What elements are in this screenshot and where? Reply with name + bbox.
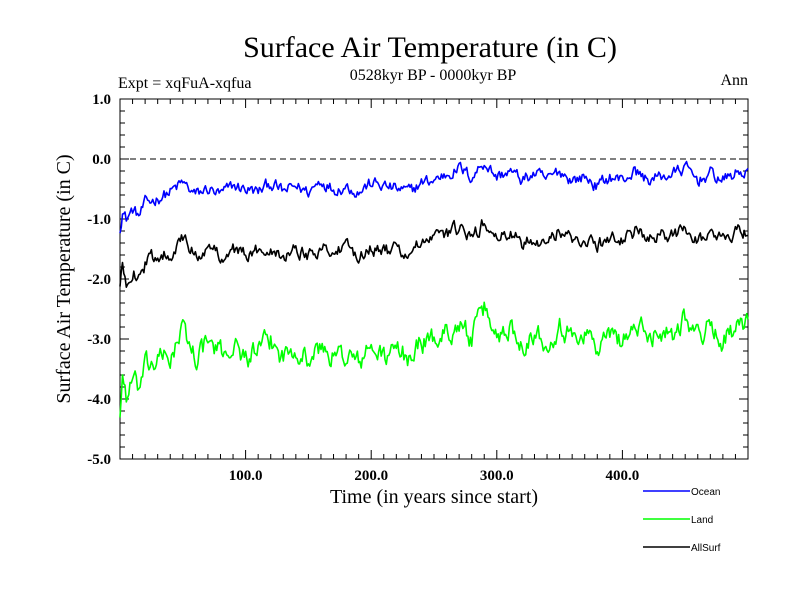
season-label: Ann: [720, 72, 748, 89]
y-axis-label: Surface Air Temperature (in C): [53, 154, 75, 403]
series-line-ocean: [119, 160, 749, 234]
y-tick-label: -1.0: [87, 212, 111, 228]
chart-title: Surface Air Temperature (in C): [243, 31, 617, 64]
series-line-land: [119, 301, 749, 418]
legend-label: Ocean: [691, 487, 720, 498]
legend-label: Land: [691, 515, 713, 526]
legend-label: AllSurf: [691, 543, 721, 554]
x-tick-label: 300.0: [480, 468, 514, 484]
x-tick-labels: 100.0 200.0 300.0 400.0: [229, 468, 640, 484]
y-tick-label: -3.0: [87, 332, 111, 348]
experiment-label: Expt = xqFuA-xqfua: [118, 75, 251, 92]
axis-ticks: [119, 98, 749, 460]
x-tick-label: 100.0: [229, 468, 263, 484]
y-tick-label: -2.0: [87, 272, 111, 288]
plot-frame: [119, 98, 749, 460]
x-tick-label: 200.0: [354, 468, 388, 484]
y-tick-labels: 1.0 0.0 -1.0 -2.0 -3.0 -4.0 -5.0: [87, 92, 111, 468]
x-tick-label: 400.0: [606, 468, 640, 484]
series-lines: [119, 160, 749, 418]
y-tick-label: -4.0: [87, 392, 111, 408]
y-tick-label: 1.0: [92, 92, 111, 108]
x-axis-label: Time (in years since start): [330, 486, 538, 508]
chart-subtitle: 0528kyr BP - 0000kyr BP: [350, 67, 517, 84]
y-tick-label: 0.0: [92, 152, 111, 168]
legend: Ocean Land AllSurf: [643, 487, 721, 554]
series-line-allsurf: [119, 219, 748, 289]
y-tick-label: -5.0: [87, 452, 111, 468]
